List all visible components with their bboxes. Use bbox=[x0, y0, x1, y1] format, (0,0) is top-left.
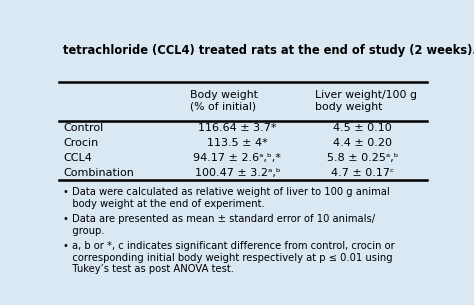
Text: 94.17 ± 2.6ᵃ,ᵇ,*: 94.17 ± 2.6ᵃ,ᵇ,* bbox=[193, 153, 282, 163]
Text: 116.64 ± 3.7*: 116.64 ± 3.7* bbox=[198, 124, 277, 134]
Text: • Data were calculated as relative weight of liver to 100 g animal
   body weigh: • Data were calculated as relative weigh… bbox=[63, 187, 390, 209]
Text: • a, b or *, c indicates significant difference from control, crocin or
   corre: • a, b or *, c indicates significant dif… bbox=[63, 241, 395, 274]
Text: Crocin: Crocin bbox=[63, 138, 98, 148]
Text: 4.7 ± 0.17ᶜ: 4.7 ± 0.17ᶜ bbox=[331, 167, 394, 178]
Text: CCL4: CCL4 bbox=[63, 153, 92, 163]
Text: 5.8 ± 0.25ᵃ,ᵇ: 5.8 ± 0.25ᵃ,ᵇ bbox=[327, 153, 398, 163]
Text: 113.5 ± 4*: 113.5 ± 4* bbox=[207, 138, 268, 148]
Text: Control: Control bbox=[63, 124, 103, 134]
Text: 4.5 ± 0.10: 4.5 ± 0.10 bbox=[333, 124, 392, 134]
Text: Body weight
(% of initial): Body weight (% of initial) bbox=[190, 90, 257, 112]
Text: Combination: Combination bbox=[63, 167, 134, 178]
Text: 4.4 ± 0.20: 4.4 ± 0.20 bbox=[333, 138, 392, 148]
Text: tetrachloride (CCL4) treated rats at the end of study (2 weeks).: tetrachloride (CCL4) treated rats at the… bbox=[63, 44, 474, 57]
Text: Liver weight/100 g
body weight: Liver weight/100 g body weight bbox=[315, 90, 417, 112]
Text: 100.47 ± 3.2ᵃ,ᵇ: 100.47 ± 3.2ᵃ,ᵇ bbox=[195, 167, 280, 178]
Text: • Data are presented as mean ± standard error of 10 animals/
   group.: • Data are presented as mean ± standard … bbox=[63, 214, 375, 235]
